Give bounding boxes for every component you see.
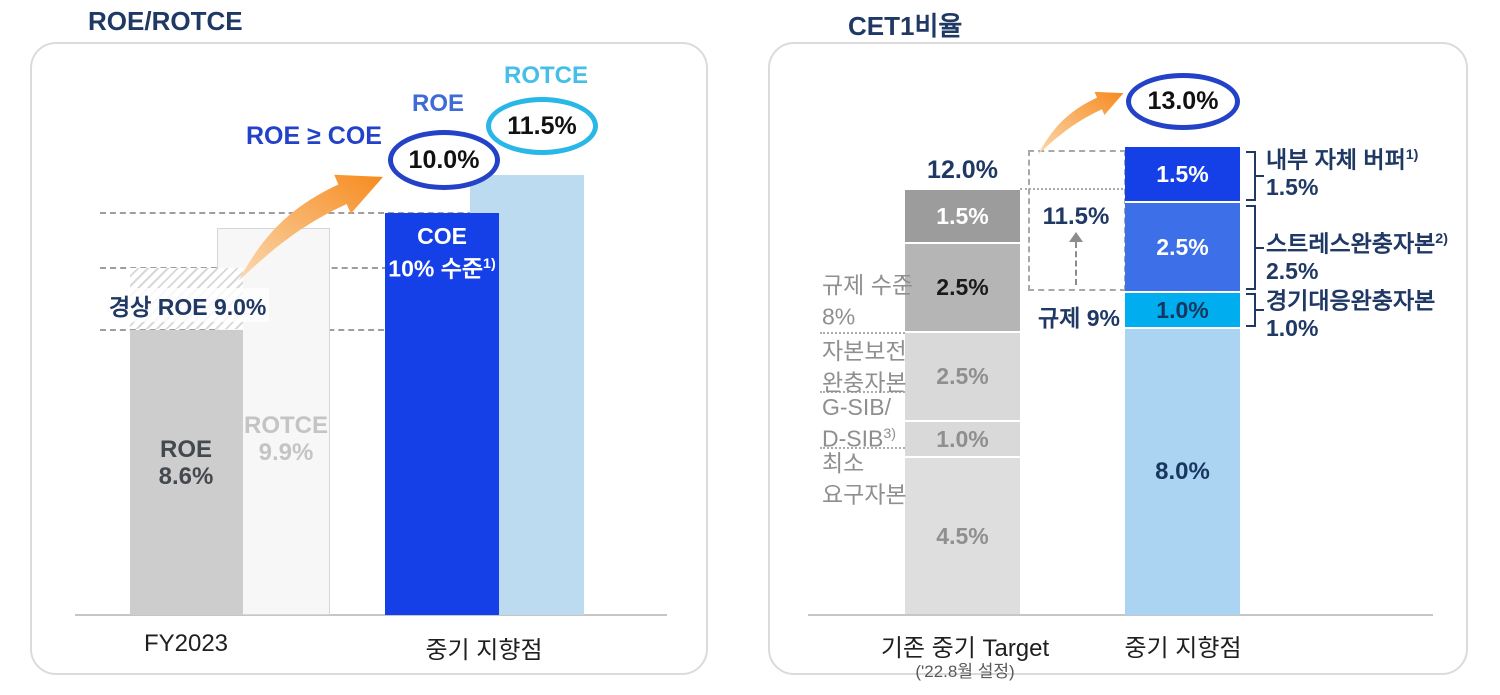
right-bar-seg-3: 1.0% <box>1125 291 1240 327</box>
axis-label-minimum: 최소 요구자본 <box>822 450 907 509</box>
coe-note: COE 10% 수준1) <box>385 222 499 283</box>
growth-arrow-icon <box>238 174 383 282</box>
buffer-label-stress-value: 2.5% <box>1266 257 1319 284</box>
buffer-label-internal-value: 1.5% <box>1266 173 1319 200</box>
buffer-label-countercyclical: 경기대응완충자본 1.0% <box>1266 283 1435 342</box>
bracket-stress-buffer-icon <box>1246 205 1264 290</box>
left-bar-seg-1: 1.5% <box>905 190 1020 242</box>
buffer-label-internal-sup: 1) <box>1405 147 1419 163</box>
up-arrow-line <box>1075 242 1077 285</box>
axis-label-gsib-line1: G-SIB/ <box>822 394 892 420</box>
regulation-9-note: 규제 9% <box>1038 305 1120 331</box>
buffer-label-internal-name: 내부 자체 버퍼1) <box>1266 142 1418 174</box>
right-x-axis <box>808 614 1433 616</box>
buffer-label-internal-text: 내부 자체 버퍼 <box>1266 146 1406 173</box>
axis-label-conservation: 자본보전 완충자본 <box>822 338 907 397</box>
left-bar-seg-2: 2.5% <box>905 242 1020 331</box>
bar-fy2023-roe-label: ROE 8.6% <box>128 436 244 490</box>
right-bar-seg-4: 8.0% <box>1125 327 1240 615</box>
bracket-internal-buffer-icon <box>1246 151 1264 201</box>
rotce-callout-label: ROTCE <box>504 62 588 89</box>
axis-label-conservation-line2: 완충자본 <box>822 365 907 397</box>
coe-note-sup: 1) <box>483 256 496 272</box>
current-level-value: 11.5% <box>1042 203 1110 230</box>
coe-note-text: 10% 수준 <box>388 255 484 282</box>
left-bar-seg-3: 2.5% <box>905 331 1020 420</box>
left-bar-seg-4: 1.0% <box>905 420 1020 456</box>
axis-label-conservation-line1: 자본보전 <box>822 338 907 364</box>
label-separator-2 <box>820 391 905 393</box>
rotce-bar-name: ROTCE <box>244 412 328 439</box>
axis-label-regulation-line1: 규제 수준 <box>822 272 914 298</box>
axis-label-regulation-text: 8% <box>822 303 856 330</box>
roe-callout-label: ROE <box>411 90 464 117</box>
axis-label-gsib-sup: 3) <box>883 426 897 442</box>
x-label-existing-target-sub: ('22.8월 설정) <box>915 662 1015 681</box>
buffer-label-countercyclical-text: 경기대응완충자본 <box>1266 287 1436 314</box>
left-bar-seg-5: 4.5% <box>905 456 1020 614</box>
bar-target-roe: COE 10% 수준1) <box>385 213 499 615</box>
buffer-label-countercyclical-name: 경기대응완충자본 <box>1266 283 1435 315</box>
bar-fy2023-roe <box>130 330 243 615</box>
axis-label-gsib-line2: D-SIB3) <box>822 421 896 453</box>
twelve-pct-extension-line <box>1020 188 1127 190</box>
x-label-existing-target: 기존 중기 Target <box>880 635 1050 662</box>
x-label-fy2023: FY2023 <box>143 630 229 657</box>
target-total-ellipse: 13.0% <box>1126 73 1240 130</box>
left-chart-title: ROE/ROTCE <box>88 6 243 36</box>
x-label-midterm-right: 중기 지향점 <box>1124 635 1242 662</box>
axis-label-minimum-line2: 요구자본 <box>822 477 907 509</box>
buffer-label-countercyclical-value: 1.0% <box>1266 314 1319 341</box>
right-bar-seg-1: 1.5% <box>1125 147 1240 201</box>
axis-label-gsib-text: D-SIB <box>822 425 884 452</box>
right-chart-panel <box>768 42 1468 675</box>
bracket-countercyclical-icon <box>1246 293 1264 327</box>
buffer-label-stress-sup: 2) <box>1435 231 1448 247</box>
roe-bar-name: ROE <box>159 436 212 463</box>
axis-label-regulation-line2: 8% <box>822 299 913 331</box>
buffer-label-internal: 내부 자체 버퍼1) 1.5% <box>1266 142 1418 201</box>
axis-label-minimum-line1: 최소 <box>822 450 865 476</box>
right-bar-seg-2: 2.5% <box>1125 201 1240 291</box>
left-bar-total: 12.0% <box>927 156 998 184</box>
label-separator-3 <box>820 447 905 449</box>
axis-label-regulation: 규제 수준 8% <box>822 272 913 331</box>
bar-fy2023-rotce-label: ROTCE 9.9% <box>236 412 336 466</box>
coe-note-line1: COE <box>417 223 467 249</box>
left-x-axis <box>75 614 667 616</box>
buffer-label-stress-name: 스트레스완충자본2) <box>1266 226 1448 258</box>
roe-callout-ellipse: 10.0% <box>388 130 500 190</box>
x-label-midterm-left: 중기 지향점 <box>425 637 543 664</box>
growth-arrow-icon <box>1037 91 1124 155</box>
axis-label-gsib: G-SIB/ D-SIB3) <box>822 394 896 453</box>
rotce-callout-value: 11.5% <box>507 111 577 140</box>
label-separator-1 <box>820 332 905 334</box>
ordinary-roe-note: 경상 ROE 9.0% <box>106 288 270 322</box>
roe-callout-value: 10.0% <box>408 145 480 174</box>
roe-bar-value: 8.6% <box>158 463 214 490</box>
rotce-bar-value: 9.9% <box>258 439 314 466</box>
up-arrow-head-icon <box>1069 232 1083 242</box>
axis-label-minimum-text: 요구자본 <box>822 481 907 508</box>
coe-note-line2: 10% 수준1) <box>385 250 499 283</box>
buffer-label-stress-text: 스트레스완충자본 <box>1266 230 1436 257</box>
rotce-callout-ellipse: 11.5% <box>486 97 598 155</box>
axis-label-conservation-text: 완충자본 <box>822 369 907 396</box>
right-chart-title: CET1비율 <box>848 11 963 41</box>
roe-ge-coe-note: ROE ≥ COE <box>246 122 382 150</box>
target-total-value: 13.0% <box>1147 87 1219 115</box>
buffer-label-stress: 스트레스완충자본2) 2.5% <box>1266 226 1448 285</box>
